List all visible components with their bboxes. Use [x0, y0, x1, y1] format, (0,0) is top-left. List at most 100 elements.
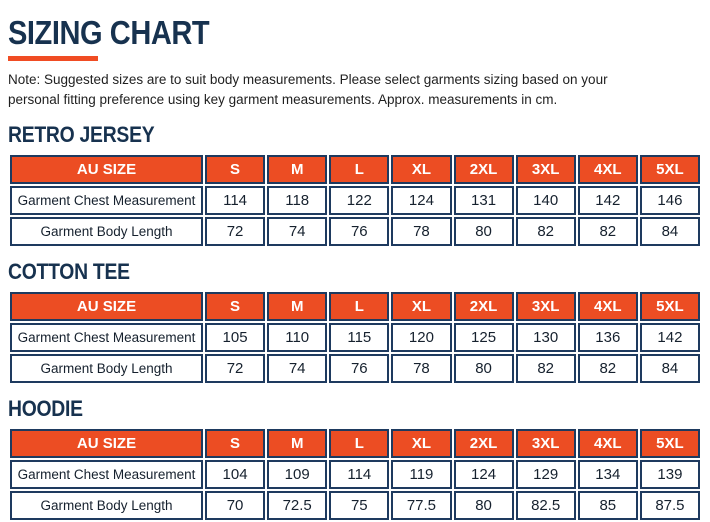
- size-value-cell: 82.5: [515, 490, 576, 520]
- size-value-cell: 87.5: [639, 490, 700, 520]
- table-header-cell: XL: [391, 291, 452, 321]
- size-value-cell: 114: [329, 459, 390, 489]
- table-header-cell: 2XL: [453, 428, 514, 458]
- size-value-cell: 74: [267, 216, 328, 246]
- table-header-cell: S: [205, 291, 266, 321]
- size-value-cell: 82: [515, 216, 576, 246]
- table-row: Garment Body Length 72 74 76 78 80 82 82…: [10, 353, 700, 383]
- table-header-cell: M: [267, 428, 328, 458]
- table-row: Garment Chest Measurement 104 109 114 11…: [10, 459, 700, 489]
- size-value-cell: 136: [577, 322, 638, 352]
- size-value-cell: 142: [577, 185, 638, 215]
- size-value-cell: 140: [515, 185, 576, 215]
- row-label-cell: Garment Chest Measurement: [10, 185, 203, 215]
- size-value-cell: 82: [515, 353, 576, 383]
- table-row: Garment Chest Measurement 105 110 115 12…: [10, 322, 700, 352]
- size-value-cell: 139: [639, 459, 700, 489]
- size-value-cell: 104: [205, 459, 266, 489]
- size-value-cell: 122: [329, 185, 390, 215]
- size-value-cell: 72.5: [267, 490, 328, 520]
- row-label-cell: Garment Body Length: [10, 353, 203, 383]
- table-header-cell: 5XL: [639, 291, 700, 321]
- size-value-cell: 72: [205, 353, 266, 383]
- row-label-cell: Garment Chest Measurement: [10, 459, 203, 489]
- table-header-cell: 2XL: [453, 154, 514, 184]
- note-line-1: Note: Suggested sizes are to suit body m…: [8, 72, 608, 87]
- size-value-cell: 75: [329, 490, 390, 520]
- size-value-cell: 82: [577, 353, 638, 383]
- size-value-cell: 84: [639, 353, 700, 383]
- size-value-cell: 84: [639, 216, 700, 246]
- size-value-cell: 70: [205, 490, 266, 520]
- sizing-table-retro-jersey: AU SIZE S M L XL 2XL 3XL 4XL 5XL Garment…: [8, 153, 702, 248]
- table-header-cell: 4XL: [577, 291, 638, 321]
- size-value-cell: 129: [515, 459, 576, 489]
- size-value-cell: 80: [453, 490, 514, 520]
- size-value-cell: 110: [267, 322, 328, 352]
- size-value-cell: 76: [329, 353, 390, 383]
- note-line-2: personal fitting preference using key ga…: [8, 92, 558, 108]
- size-value-cell: 78: [391, 216, 452, 246]
- row-label-cell: Garment Chest Measurement: [10, 322, 203, 352]
- table-header-cell: S: [205, 428, 266, 458]
- size-value-cell: 114: [205, 185, 266, 215]
- table-header-row: AU SIZE S M L XL 2XL 3XL 4XL 5XL: [10, 428, 700, 458]
- table-header-cell: S: [205, 154, 266, 184]
- table-header-cell: 3XL: [515, 291, 576, 321]
- table-row: Garment Chest Measurement 114 118 122 12…: [10, 185, 700, 215]
- row-label-cell: Garment Body Length: [10, 216, 203, 246]
- note-text: Note: Suggested sizes are to suit body m…: [8, 70, 702, 111]
- sizing-table-cotton-tee: AU SIZE S M L XL 2XL 3XL 4XL 5XL Garment…: [8, 290, 702, 385]
- size-value-cell: 130: [515, 322, 576, 352]
- table-row: Garment Body Length 70 72.5 75 77.5 80 8…: [10, 490, 700, 520]
- table-header-cell: AU SIZE: [10, 428, 203, 458]
- size-value-cell: 78: [391, 353, 452, 383]
- table-header-cell: XL: [391, 428, 452, 458]
- table-header-cell: 2XL: [453, 291, 514, 321]
- size-value-cell: 134: [577, 459, 638, 489]
- size-value-cell: 119: [391, 459, 452, 489]
- table-header-cell: AU SIZE: [10, 154, 203, 184]
- size-value-cell: 77.5: [391, 490, 452, 520]
- table-header-cell: 4XL: [577, 428, 638, 458]
- table-header-cell: 5XL: [639, 428, 700, 458]
- section-heading-retro-jersey: RETRO JERSEY: [8, 121, 155, 147]
- size-value-cell: 124: [453, 459, 514, 489]
- size-value-cell: 72: [205, 216, 266, 246]
- size-value-cell: 82: [577, 216, 638, 246]
- table-header-cell: L: [329, 291, 390, 321]
- sizing-table-hoodie: AU SIZE S M L XL 2XL 3XL 4XL 5XL Garment…: [8, 427, 702, 522]
- size-value-cell: 124: [391, 185, 452, 215]
- title-underline: [8, 56, 98, 61]
- table-header-cell: L: [329, 428, 390, 458]
- table-header-row: AU SIZE S M L XL 2XL 3XL 4XL 5XL: [10, 291, 700, 321]
- size-value-cell: 76: [329, 216, 390, 246]
- size-value-cell: 118: [267, 185, 328, 215]
- size-value-cell: 80: [453, 353, 514, 383]
- table-row: Garment Body Length 72 74 76 78 80 82 82…: [10, 216, 700, 246]
- table-header-row: AU SIZE S M L XL 2XL 3XL 4XL 5XL: [10, 154, 700, 184]
- table-header-cell: 3XL: [515, 154, 576, 184]
- size-value-cell: 115: [329, 322, 390, 352]
- size-value-cell: 125: [453, 322, 514, 352]
- size-value-cell: 120: [391, 322, 452, 352]
- table-header-cell: 5XL: [639, 154, 700, 184]
- section-heading-cotton-tee: COTTON TEE: [8, 258, 130, 284]
- size-value-cell: 80: [453, 216, 514, 246]
- size-value-cell: 146: [639, 185, 700, 215]
- page-title: SIZING CHART: [8, 14, 210, 51]
- size-value-cell: 142: [639, 322, 700, 352]
- table-header-cell: M: [267, 291, 328, 321]
- size-value-cell: 109: [267, 459, 328, 489]
- table-header-cell: AU SIZE: [10, 291, 203, 321]
- size-value-cell: 85: [577, 490, 638, 520]
- row-label-cell: Garment Body Length: [10, 490, 203, 520]
- size-value-cell: 74: [267, 353, 328, 383]
- table-header-cell: L: [329, 154, 390, 184]
- table-header-cell: 3XL: [515, 428, 576, 458]
- table-header-cell: XL: [391, 154, 452, 184]
- section-heading-hoodie: HOODIE: [8, 395, 83, 421]
- table-header-cell: M: [267, 154, 328, 184]
- table-header-cell: 4XL: [577, 154, 638, 184]
- size-value-cell: 105: [205, 322, 266, 352]
